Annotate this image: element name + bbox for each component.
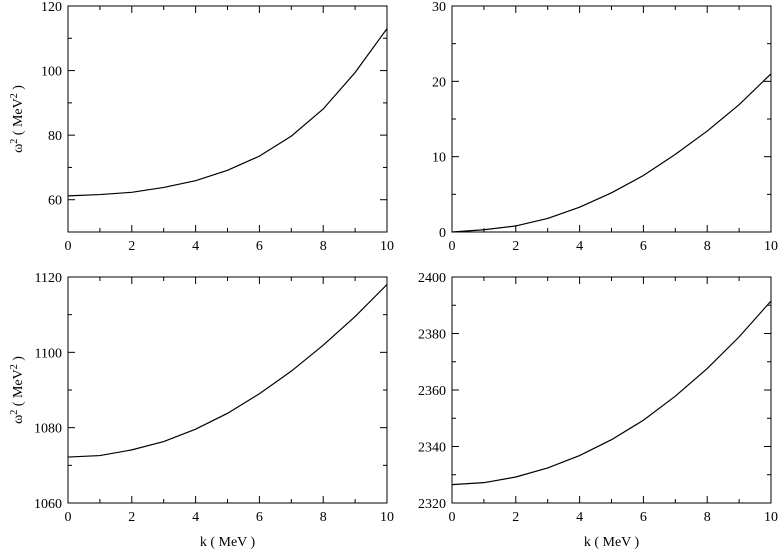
- y-tick-label: 10: [432, 151, 446, 166]
- x-tick-label: 6: [256, 510, 263, 525]
- x-tick-label: 2: [128, 239, 135, 254]
- plot-frame: [67, 276, 388, 504]
- x-tick-label: 6: [256, 239, 263, 254]
- x-tick-label: 10: [764, 239, 778, 254]
- x-tick-label: 0: [449, 510, 456, 525]
- chart-panel-3: 0 2 4 6 8 10 1060 1080 1100 1120 k ( MeV ) ω2 ( MeV…: [9, 271, 395, 550]
- chart-panel-1: 0 2 4 6 8 10 60 80 100 120 ω2 ( MeV2 ): [9, 0, 395, 254]
- x-tick-label: 8: [704, 239, 711, 254]
- y-tick-label: 1100: [35, 346, 62, 361]
- x-tick-label: 6: [640, 239, 647, 254]
- x-tick-label: 4: [576, 239, 583, 254]
- x-tick-label: 0: [449, 239, 456, 254]
- plot-frame: [67, 5, 388, 233]
- x-tick-label: 10: [380, 510, 394, 525]
- y-tick-label: 120: [41, 0, 62, 15]
- y-tick-label: 2400: [418, 271, 446, 286]
- y-tick-label: 2360: [418, 384, 446, 399]
- y-tick-label: 20: [432, 75, 446, 90]
- series-line-1: [67, 284, 388, 458]
- x-tick-label: 10: [380, 239, 394, 254]
- x-tick-label: 8: [704, 510, 711, 525]
- y-tick-label: 1120: [35, 271, 62, 286]
- y-tick-label: 100: [41, 65, 62, 80]
- x-tick-label: 2: [512, 239, 519, 254]
- y-tick-label: 80: [48, 129, 62, 144]
- x-tick-label: 2: [512, 510, 519, 525]
- series-line-1: [67, 28, 388, 197]
- chart-panel-4: 0 2 4 6 8 10 2320 2340 2360 2380 2400 k ( MeV ): [418, 271, 778, 550]
- x-axis-label: k ( MeV ): [584, 535, 640, 550]
- y-tick-label: 0: [439, 226, 446, 241]
- y-tick-label: 1060: [34, 497, 62, 512]
- plot-frame: [451, 5, 772, 233]
- y-tick-label: 1080: [34, 422, 62, 437]
- y-axis-label: ω2 ( MeV2 ): [9, 356, 27, 424]
- chart-panel-2: 0 2 4 6 8 10 0 10 20 30: [432, 0, 778, 254]
- y-tick-label: 60: [48, 194, 62, 209]
- x-tick-label: 10: [764, 510, 778, 525]
- x-tick-label: 8: [320, 510, 327, 525]
- x-tick-label: 2: [128, 510, 135, 525]
- series-line-1: [451, 73, 772, 233]
- x-tick-label: 4: [192, 510, 199, 525]
- x-tick-label: 6: [640, 510, 647, 525]
- x-tick-label: 4: [576, 510, 583, 525]
- x-axis-label: k ( MeV ): [200, 535, 256, 550]
- y-tick-label: 30: [432, 0, 446, 15]
- y-tick-label: 2380: [418, 328, 446, 343]
- y-tick-label: 2320: [418, 497, 446, 512]
- x-tick-label: 0: [65, 510, 72, 525]
- y-axis-label: ω2 ( MeV2 ): [9, 85, 27, 153]
- y-tick-label: 2340: [418, 441, 446, 456]
- x-tick-label: 0: [65, 239, 72, 254]
- series-line-1: [451, 300, 772, 486]
- plot-frame: [451, 276, 772, 504]
- x-tick-label: 4: [192, 239, 199, 254]
- x-tick-label: 8: [320, 239, 327, 254]
